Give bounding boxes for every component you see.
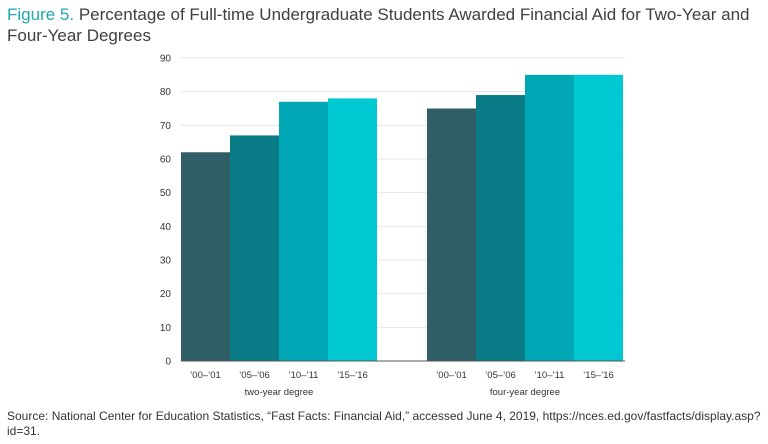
y-tick-label: 0 bbox=[165, 357, 171, 368]
bar bbox=[525, 74, 574, 361]
x-tick-label: ’15–’16 bbox=[337, 370, 368, 381]
chart-title: Figure 5. Percentage of Full-time Underg… bbox=[7, 4, 763, 46]
x-tick-label: ’00–’01 bbox=[190, 370, 221, 381]
y-tick-label: 10 bbox=[160, 323, 172, 334]
y-tick-label: 80 bbox=[160, 87, 172, 98]
y-tick-label: 90 bbox=[160, 54, 172, 65]
source-note: Source: National Center for Education St… bbox=[7, 409, 761, 438]
title-text: Percentage of Full-time Undergraduate St… bbox=[7, 5, 750, 45]
x-tick-label: ’00–’01 bbox=[436, 370, 467, 381]
x-tick-label: ’10–’11 bbox=[289, 370, 319, 381]
y-tick-label: 30 bbox=[160, 256, 172, 267]
y-tick-label: 20 bbox=[160, 289, 172, 300]
figure-label: Figure 5. bbox=[7, 5, 75, 24]
group-label: two-year degree bbox=[245, 387, 314, 398]
y-tick-label: 40 bbox=[160, 222, 172, 233]
x-tick-label: ’05–’06 bbox=[239, 370, 270, 381]
x-tick-label: ’10–’11 bbox=[535, 370, 565, 381]
group-label: four-year degree bbox=[490, 387, 560, 398]
y-tick-label: 70 bbox=[160, 121, 172, 132]
x-tick-label: ’05–’06 bbox=[485, 370, 516, 381]
bar bbox=[427, 108, 476, 361]
bar bbox=[328, 98, 377, 362]
bar bbox=[476, 95, 525, 362]
bar bbox=[574, 74, 623, 361]
bar bbox=[230, 135, 279, 361]
y-tick-label: 60 bbox=[160, 155, 172, 166]
y-tick-label: 50 bbox=[160, 188, 172, 199]
bar bbox=[181, 152, 230, 361]
x-tick-label: ’15–’16 bbox=[583, 370, 614, 381]
bar bbox=[279, 101, 328, 362]
